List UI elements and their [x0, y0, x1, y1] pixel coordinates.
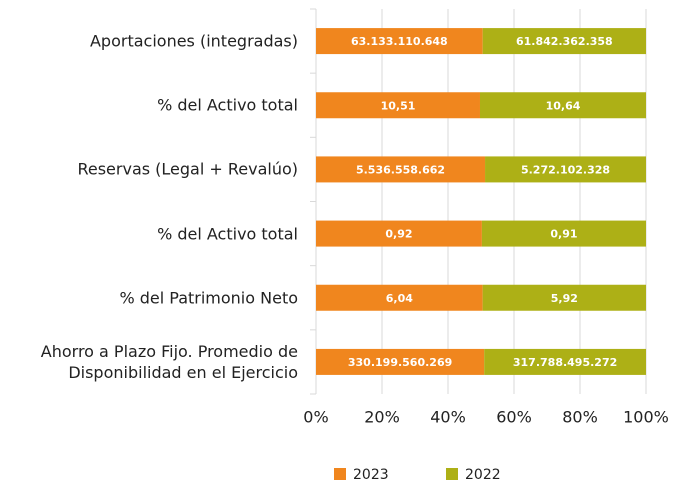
- bar-value-label: 10,64: [546, 99, 581, 112]
- legend-swatch: [334, 468, 346, 480]
- bar-value-label: 0,92: [385, 228, 412, 241]
- bar-value-label: 5.536.558.662: [356, 163, 445, 176]
- bar-segment: [484, 348, 646, 375]
- bar-value-label: 10,51: [381, 99, 416, 112]
- bar-segment: [485, 156, 646, 183]
- bar-segment: [316, 156, 486, 183]
- y-tick-label: Reservas (Legal + Revalúo): [77, 159, 298, 179]
- bar-segment: [481, 220, 646, 247]
- y-tick-label: % del Activo total: [157, 95, 298, 115]
- bar-value-label: 317.788.495.272: [513, 356, 617, 369]
- x-tick-label: 0%: [303, 408, 328, 427]
- bar-value-label: 5,92: [551, 292, 578, 305]
- x-tick-label: 100%: [623, 408, 669, 427]
- bar-value-label: 330.199.560.269: [348, 356, 452, 369]
- y-tick-label: Aportaciones (integradas): [89, 31, 298, 51]
- bar-segment: [316, 28, 483, 55]
- bar-value-label: 61.842.362.358: [516, 35, 613, 48]
- legend-swatch: [446, 468, 458, 480]
- bar-value-label: 0,91: [550, 228, 577, 241]
- bar-value-label: 6,04: [386, 292, 413, 305]
- bar-value-label: 63.133.110.648: [351, 35, 448, 48]
- x-tick-label: 20%: [364, 408, 400, 427]
- bar-segment: [316, 220, 482, 247]
- y-tick-label: % del Patrimonio Neto: [119, 288, 298, 308]
- bar-segment: [482, 284, 646, 311]
- bar-segment: [316, 92, 480, 119]
- y-tick-label: % del Activo total: [157, 224, 298, 244]
- bar-segment: [482, 28, 646, 55]
- x-tick-label: 40%: [430, 408, 466, 427]
- x-tick-label: 60%: [496, 408, 532, 427]
- legend-label: 2023: [353, 467, 389, 483]
- legend-label: 2022: [465, 467, 501, 483]
- bar-segment: [316, 284, 483, 311]
- bar-segment: [479, 92, 646, 119]
- bar-segment: [316, 348, 485, 375]
- bar-value-label: 5.272.102.328: [521, 163, 610, 176]
- y-tick-label: Ahorro a Plazo Fijo. Promedio de Disponi…: [40, 341, 298, 382]
- x-tick-label: 80%: [562, 408, 598, 427]
